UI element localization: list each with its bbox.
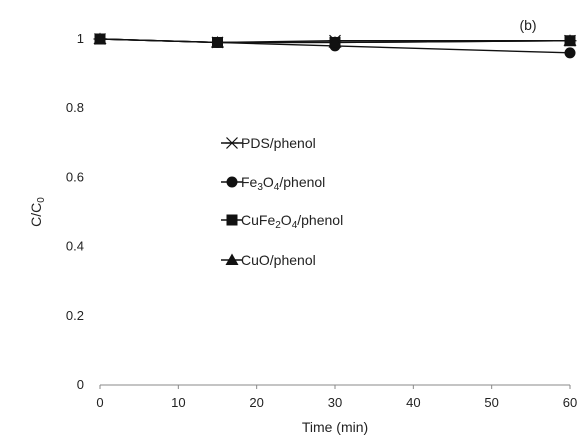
legend: PDS/phenol Fe3O4/phenol CuFe2O4/phenol CuO/… — [221, 135, 343, 268]
y-tick-label: 0.6 — [66, 169, 84, 184]
axes: 0 10 20 30 40 50 60 0 0.2 0.4 0.6 0.8 1 — [66, 31, 577, 410]
legend-label: Fe3O4/phenol — [241, 174, 325, 193]
series-line — [99, 38, 571, 44]
y-tick-label: 0.2 — [66, 308, 84, 323]
x-tick-label: 0 — [96, 395, 103, 410]
data-point-circle — [564, 47, 576, 59]
panel-label: (b) — [519, 17, 536, 33]
legend-label: CuFe2O4/phenol — [241, 212, 343, 231]
y-tick-label: 0 — [77, 377, 84, 392]
y-tick-label: 0.4 — [66, 239, 84, 254]
series-layer — [93, 32, 577, 59]
data-point-triangle — [211, 35, 224, 48]
legend-marker-circle — [226, 176, 238, 188]
x-tick-label: 30 — [328, 395, 342, 410]
data-point-triangle — [93, 32, 107, 44]
y-tick-label: 1 — [77, 31, 84, 46]
legend-item: PDS/phenol — [221, 135, 316, 151]
x-tick-label: 20 — [249, 395, 263, 410]
legend-item: CuO/phenol — [221, 252, 316, 268]
y-tick-label: 0.8 — [66, 100, 84, 115]
x-tick-label: 10 — [171, 395, 185, 410]
y-axis-title-subscript: 0 — [36, 197, 47, 203]
legend-marker-square — [226, 214, 238, 226]
legend-item: CuFe2O4/phenol — [221, 212, 343, 231]
legend-marker-asterisk — [225, 137, 239, 149]
y-axis-title: C/C0 — [28, 197, 47, 227]
data-point-triangle — [328, 35, 342, 48]
series-triangle — [93, 32, 577, 48]
legend-marker-triangle — [225, 253, 239, 265]
x-axis-title: Time (min) — [302, 419, 368, 435]
legend-item: Fe3O4/phenol — [221, 174, 325, 193]
x-tick-label: 40 — [406, 395, 420, 410]
x-tick-label: 50 — [484, 395, 498, 410]
y-axis-title-main: C/C — [28, 203, 44, 227]
data-point-triangle — [563, 34, 577, 46]
x-tick-label: 60 — [563, 395, 577, 410]
legend-label: CuO/phenol — [241, 252, 316, 268]
legend-label: PDS/phenol — [241, 135, 316, 151]
